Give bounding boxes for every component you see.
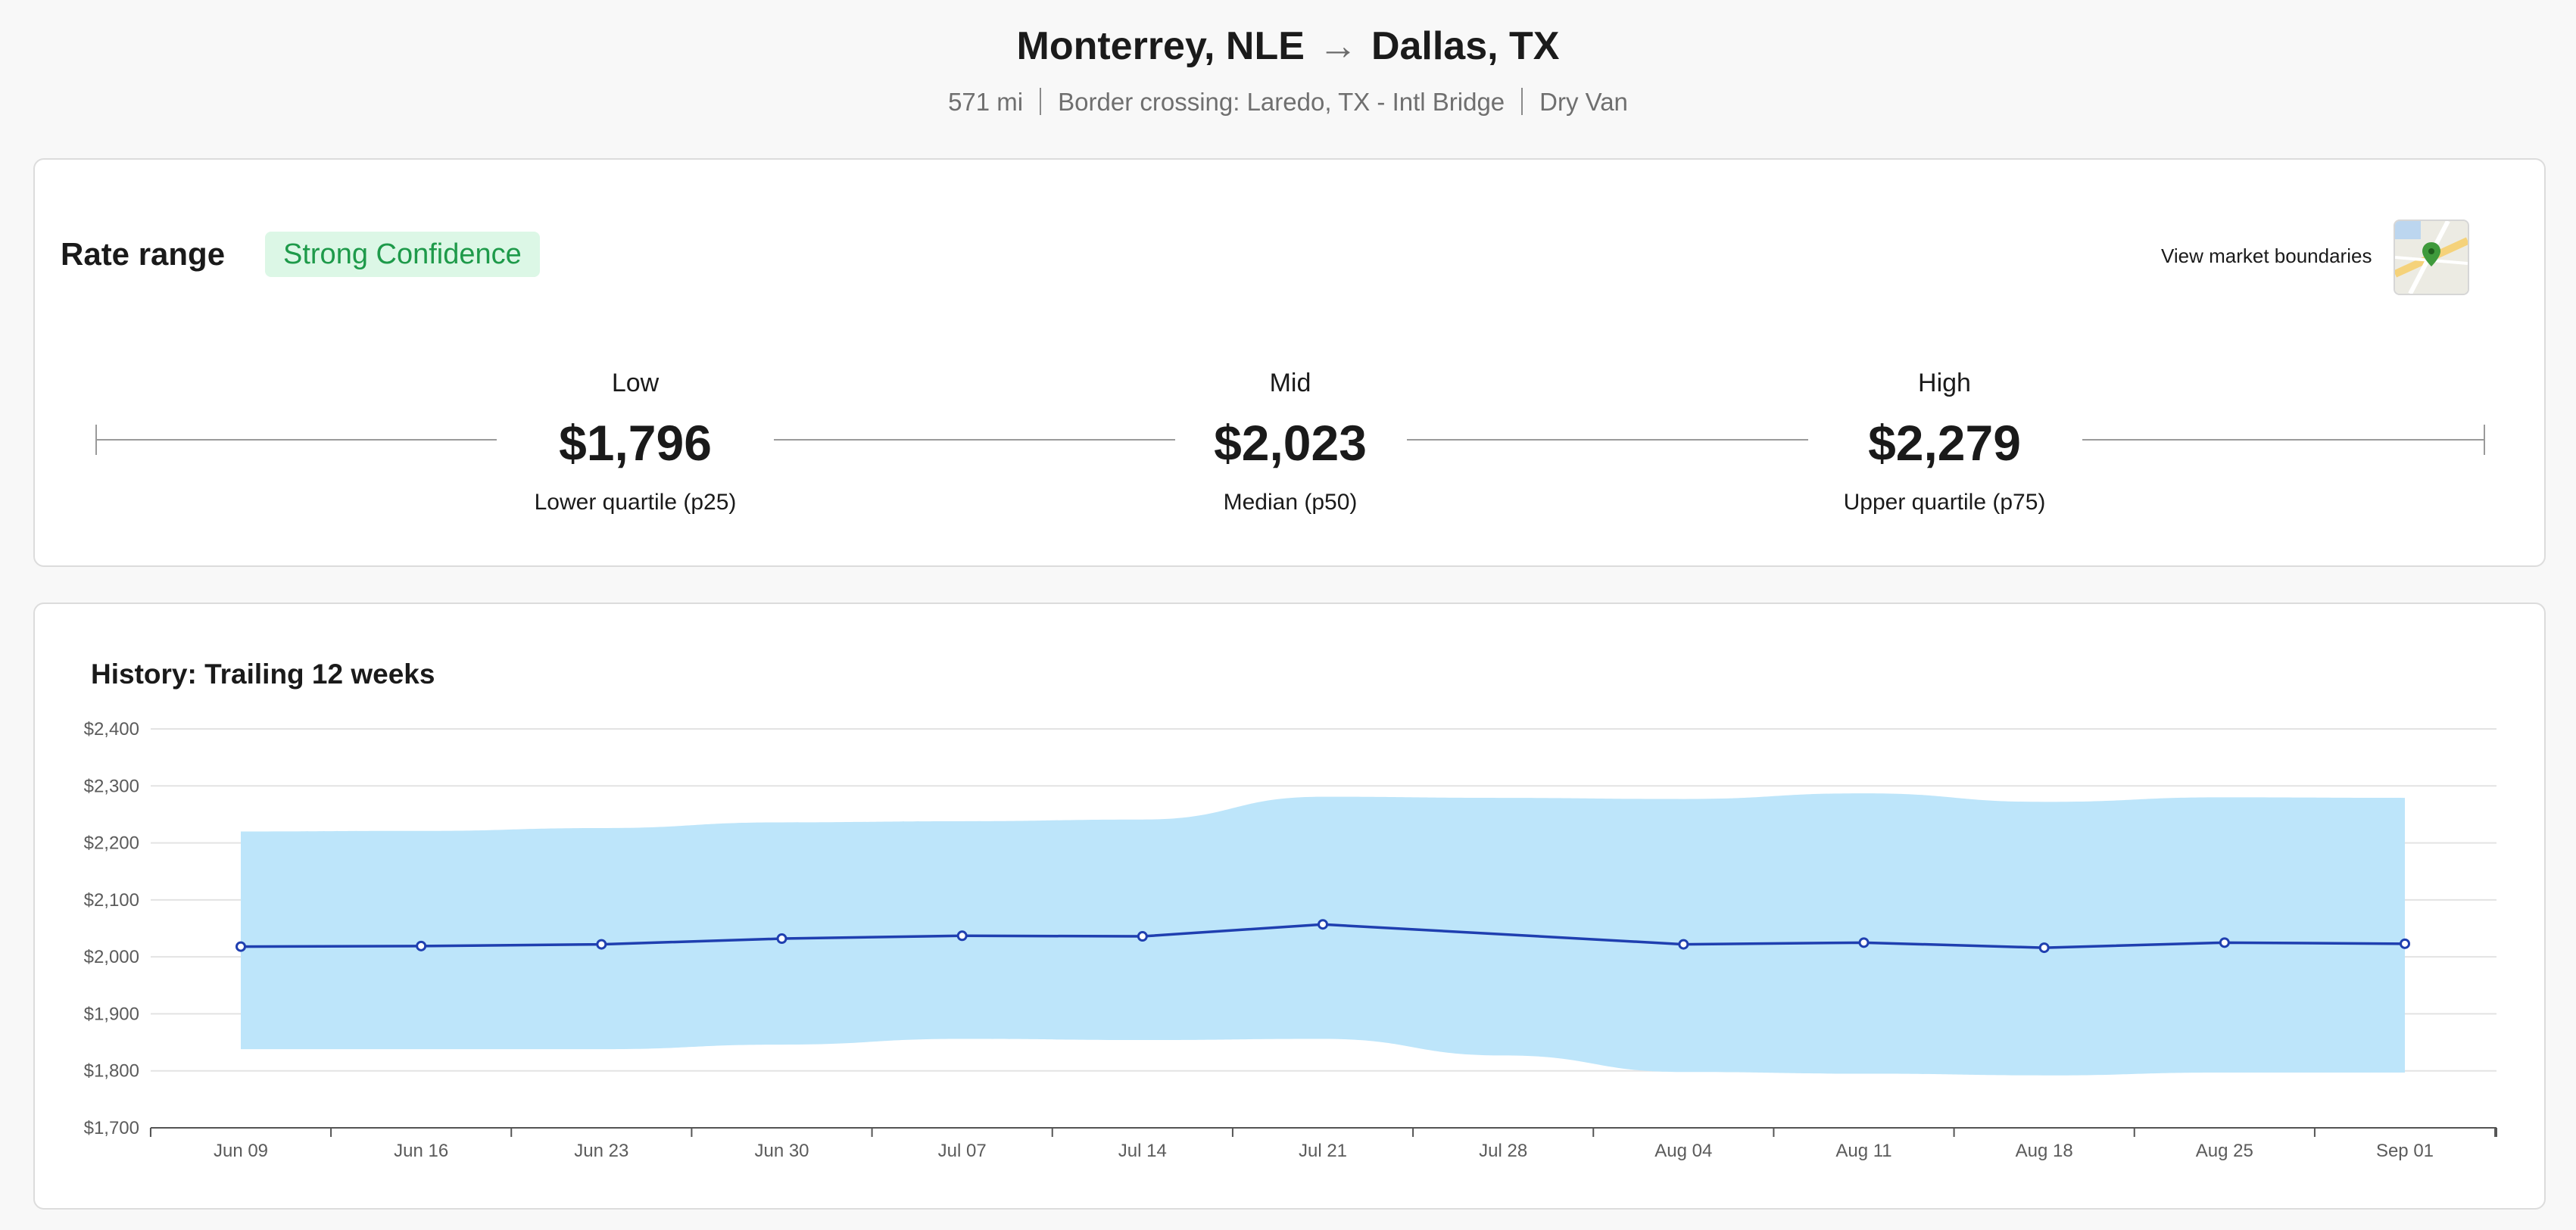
median-point: [1858, 937, 1870, 948]
y-tick-label: $1,800: [84, 1061, 139, 1082]
equipment-type: Dry Van: [1539, 88, 1628, 116]
median-point: [416, 940, 427, 951]
map-thumbnail-graphic: [2395, 221, 2468, 294]
destination-city: Dallas, TX: [1371, 24, 1560, 68]
y-tick-label: $2,400: [84, 719, 139, 740]
history-title: History: Trailing 12 weeks: [91, 659, 435, 690]
x-tick-label: Aug 11: [1835, 1141, 1891, 1161]
x-tick-label: Jun 30: [754, 1141, 809, 1161]
median-line: [240, 923, 2406, 949]
rate-high-value: $2,279: [1868, 415, 2021, 471]
x-tick-label: Jul 07: [938, 1141, 987, 1161]
range-line: [774, 439, 1175, 441]
y-tick-label: $1,700: [84, 1118, 139, 1138]
view-market-boundaries-link[interactable]: View market boundaries: [2161, 244, 2372, 267]
x-tick-label: Aug 04: [1654, 1141, 1712, 1161]
y-tick-label: $1,900: [84, 1004, 139, 1024]
x-tick-label: Jun 16: [394, 1141, 448, 1161]
median-point: [956, 930, 968, 942]
divider: [1040, 88, 1042, 115]
range-line: [1407, 439, 1808, 441]
x-tick-label: Sep 01: [2376, 1141, 2434, 1161]
y-tick-label: $2,000: [84, 947, 139, 967]
median-point: [596, 939, 607, 950]
origin-city: Monterrey, NLE: [1016, 24, 1305, 68]
confidence-badge: Strong Confidence: [265, 232, 540, 277]
x-tick-label: Aug 25: [2196, 1141, 2253, 1161]
arrow-right-icon: →: [1318, 24, 1358, 68]
rate-low-value: $1,796: [559, 415, 712, 471]
median-point: [1318, 919, 1328, 930]
median-point: [2219, 937, 2230, 948]
median-point: [1137, 931, 1148, 942]
rate-high-label: High: [1918, 369, 1971, 397]
x-tick-label: Jun 23: [574, 1141, 628, 1161]
rate-range-card: [33, 158, 2546, 567]
x-tick-label: Jul 21: [1299, 1141, 1347, 1161]
divider: [1521, 88, 1523, 115]
median-point: [776, 933, 787, 945]
range-end-tick: [2484, 425, 2485, 455]
range-line: [95, 439, 497, 441]
x-tick-label: Aug 18: [2016, 1141, 2073, 1161]
range-line: [2082, 439, 2485, 441]
median-point: [2400, 938, 2410, 949]
route-meta: 571 mi Border crossing: Laredo, TX - Intl…: [0, 85, 2576, 120]
route-distance: 571 mi: [948, 88, 1024, 116]
median-point: [2038, 942, 2050, 954]
range-band-area: [241, 793, 2405, 1076]
y-tick-label: $2,200: [84, 833, 139, 854]
median-point: [1678, 939, 1689, 950]
rate-low-desc: Lower quartile (p25): [534, 490, 737, 515]
rate-mid-desc: Median (p50): [1223, 490, 1358, 515]
rate-mid-label: Mid: [1269, 369, 1311, 397]
map-pin-icon[interactable]: [2394, 220, 2469, 295]
x-tick-label: Jul 28: [1479, 1141, 1527, 1161]
rate-low-label: Low: [611, 369, 660, 397]
border-crossing: Border crossing: Laredo, TX - Intl Bridg…: [1058, 88, 1505, 116]
x-tick-label: Jul 14: [1118, 1141, 1167, 1161]
median-point: [235, 941, 246, 952]
rate-mid-value: $2,023: [1214, 415, 1367, 471]
rate-range-heading: Rate range: [61, 236, 226, 272]
y-tick-label: $2,300: [84, 776, 139, 796]
x-tick-label: Jun 09: [214, 1141, 268, 1161]
y-tick-label: $2,100: [84, 890, 139, 911]
rate-high-desc: Upper quartile (p75): [1843, 490, 2046, 515]
route-title: Monterrey, NLE → Dallas, TX: [0, 20, 2576, 73]
